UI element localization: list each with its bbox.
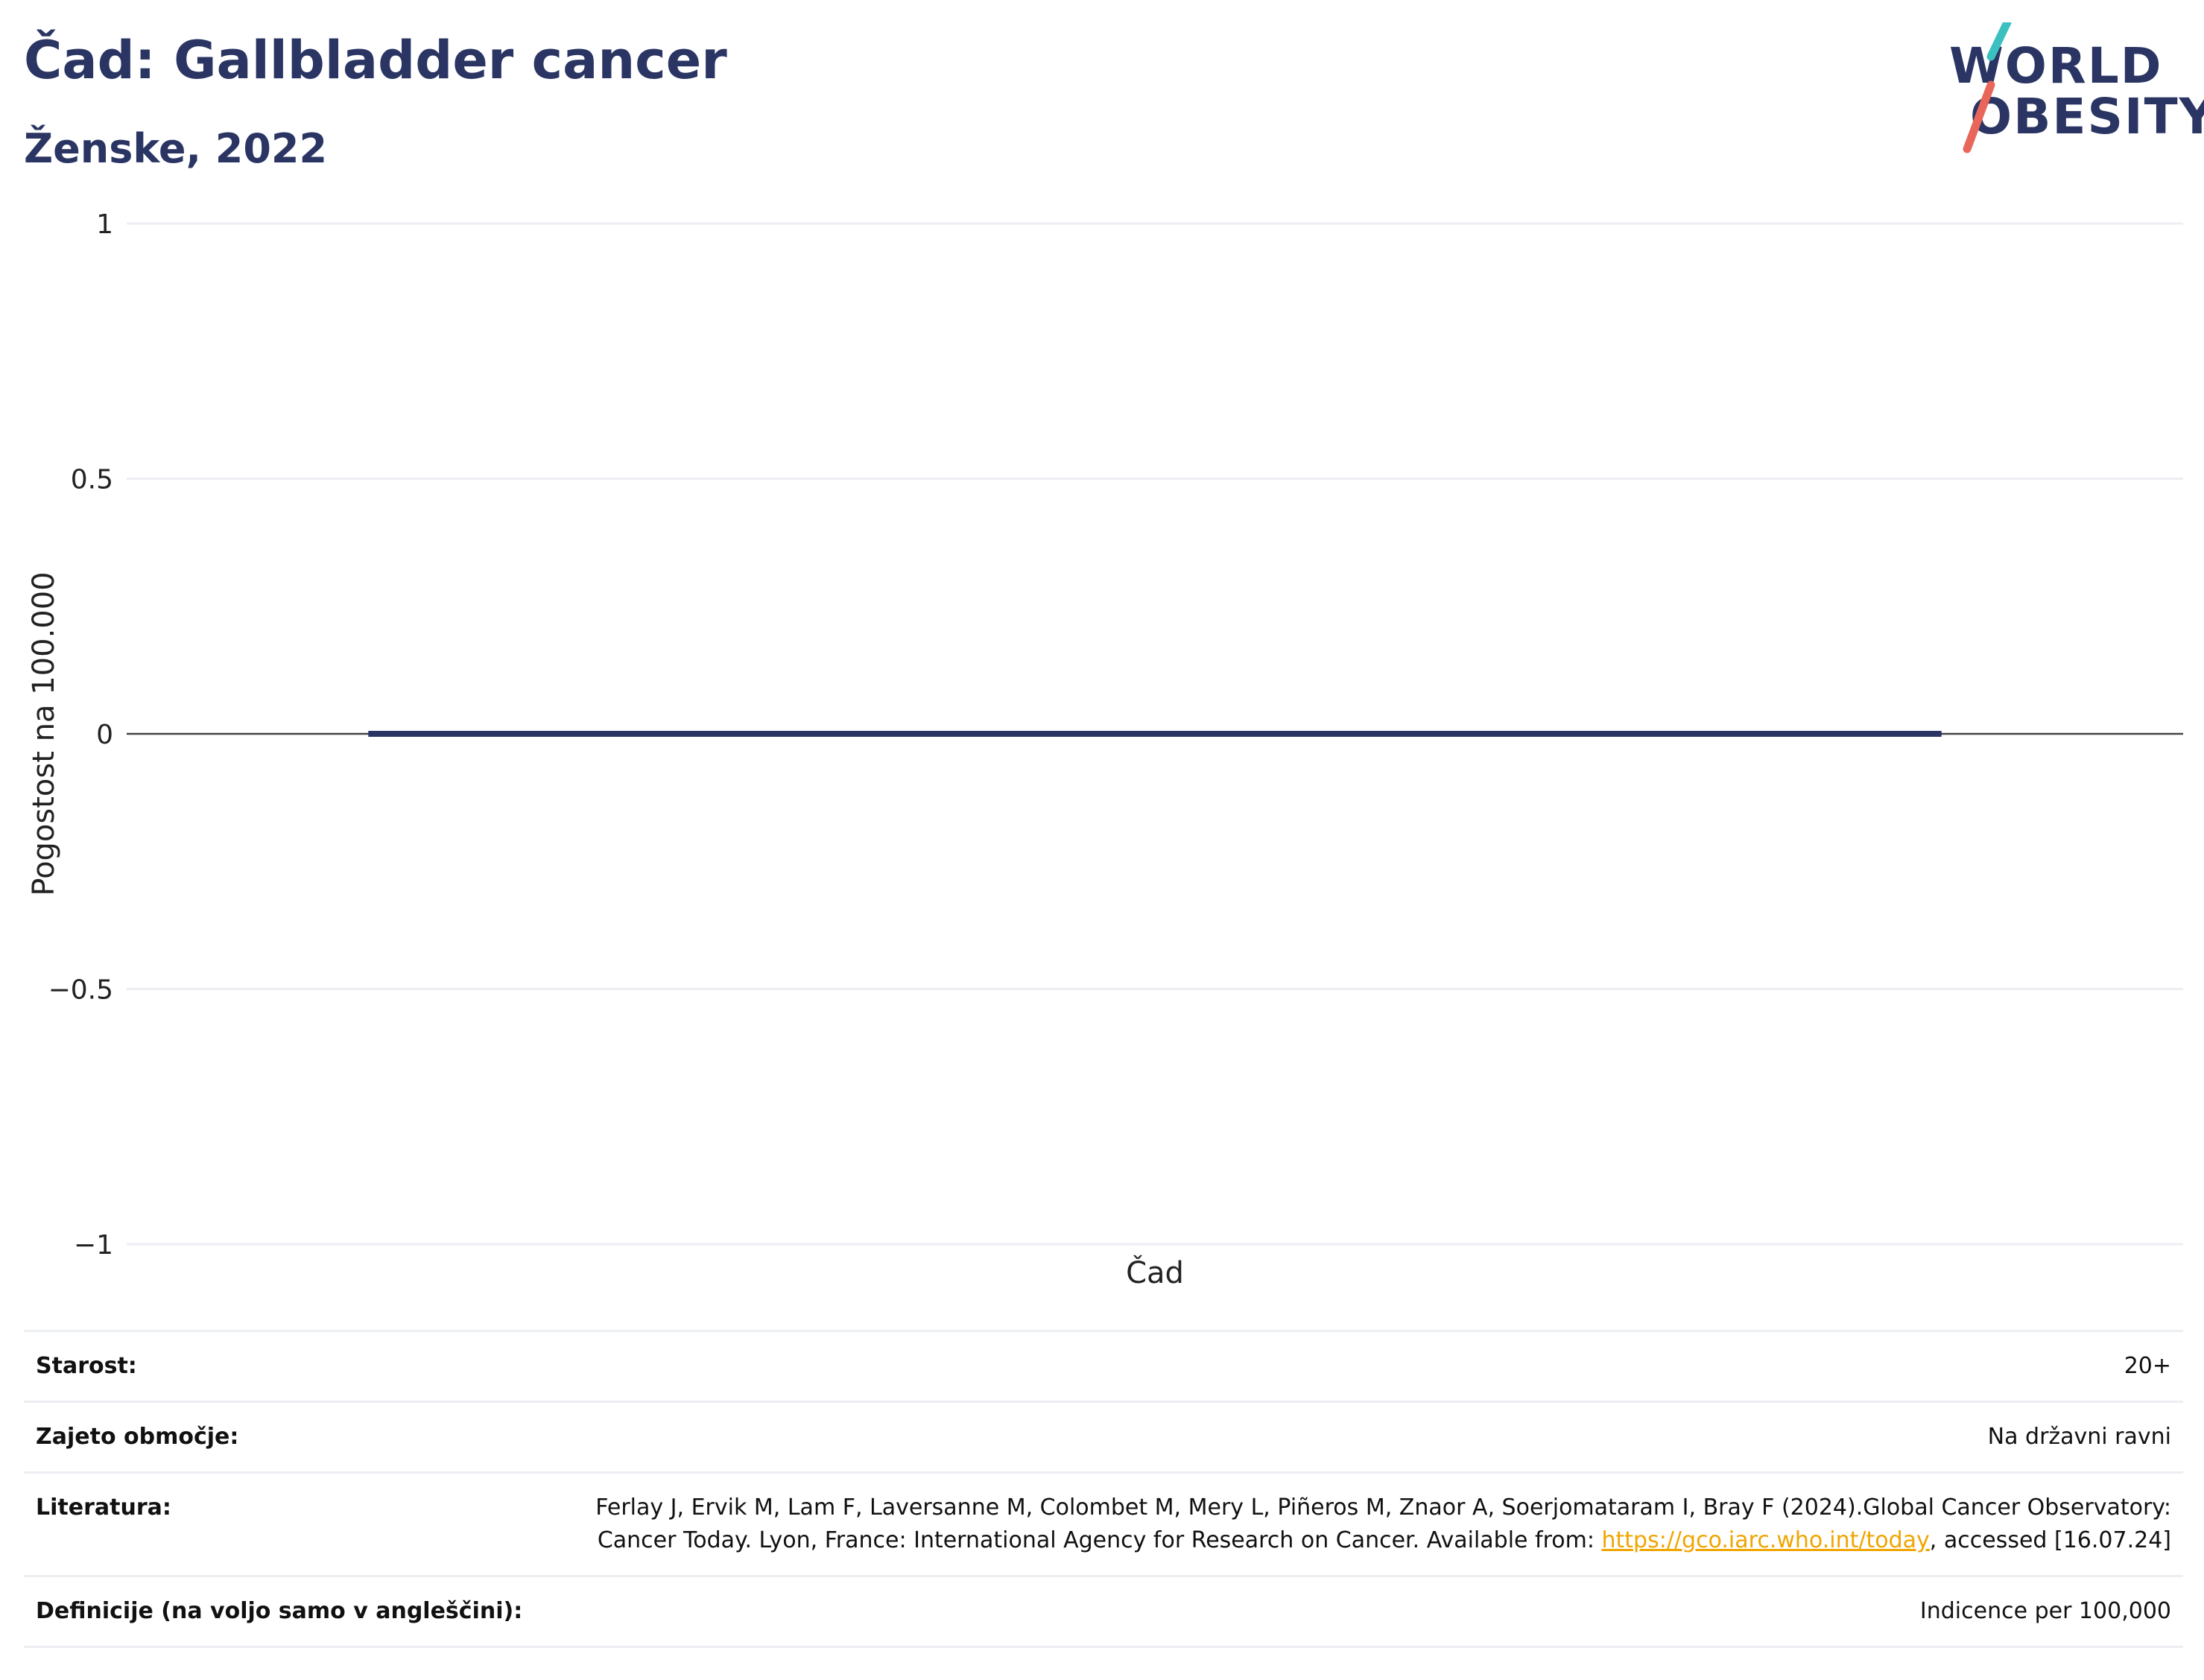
references-accessed: , accessed [16.07.24] <box>1929 1527 2171 1553</box>
bar <box>368 731 1942 737</box>
table-row: Definicije (na voljo samo v angleščini):… <box>24 1575 2183 1648</box>
table-row: Literatura: Ferlay J, Ervik M, Lam F, La… <box>24 1471 2183 1577</box>
x-tick-labels: Čad <box>1126 1255 1184 1290</box>
x-tick-label: Čad <box>1126 1255 1184 1290</box>
y-tick-label: −0.5 <box>48 975 113 1006</box>
bar-chart: 1 0.5 0 −0.5 −1 Čad Pogostost na 100.000 <box>27 209 2183 1290</box>
y-tick-labels: 1 0.5 0 −0.5 −1 <box>48 209 113 1261</box>
info-table: Starost: 20+ Zajeto območje: Na državni … <box>24 1330 2183 1648</box>
bars <box>368 731 1942 737</box>
table-row: Starost: 20+ <box>24 1330 2183 1403</box>
world-obesity-logo: WORLD OBESITY <box>1937 22 2204 156</box>
definitions-value: Indicence per 100,000 <box>569 1575 2183 1648</box>
coverage-label: Zajeto območje: <box>24 1401 569 1474</box>
y-tick-label: 1 <box>96 209 113 240</box>
logo-slash-icon <box>1963 22 2012 153</box>
y-axis-label: Pogostost na 100.000 <box>27 571 61 896</box>
logo-line-1: WORLD <box>1949 37 2163 95</box>
page-subtitle: Ženske, 2022 <box>24 125 328 172</box>
y-tick-label: −1 <box>74 1230 113 1261</box>
references-label: Literatura: <box>24 1471 569 1577</box>
y-tick-label: 0 <box>96 720 113 750</box>
age-value: 20+ <box>569 1330 2183 1403</box>
age-label: Starost: <box>24 1330 569 1403</box>
gco-link[interactable]: https://gco.iarc.who.int/today <box>1601 1527 1930 1553</box>
coverage-value: Na državni ravni <box>569 1401 2183 1474</box>
definitions-label: Definicije (na voljo samo v angleščini): <box>24 1575 569 1648</box>
logo-line-2: OBESITY <box>1970 88 2204 145</box>
table-row: Zajeto območje: Na državni ravni <box>24 1401 2183 1474</box>
page-title: Čad: Gallbladder cancer <box>24 30 727 91</box>
references-value: Ferlay J, Ervik M, Lam F, Laversanne M, … <box>569 1471 2183 1577</box>
y-tick-label: 0.5 <box>71 465 113 495</box>
references-text: Ferlay J, Ervik M, Lam F, Laversanne M, … <box>595 1494 2171 1553</box>
